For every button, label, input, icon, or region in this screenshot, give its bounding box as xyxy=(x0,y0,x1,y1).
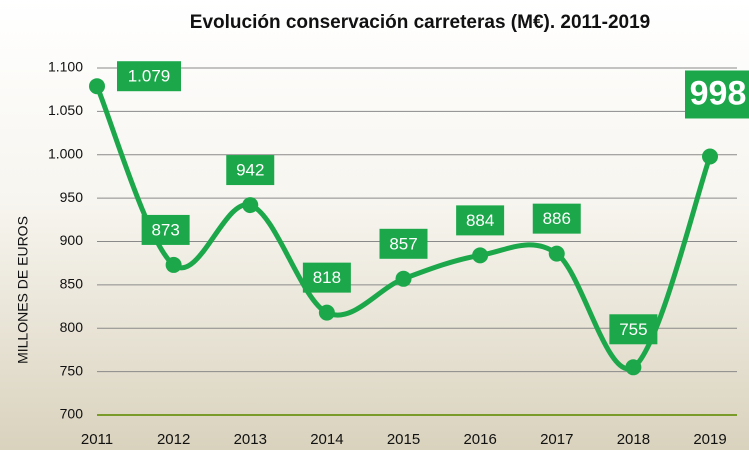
y-tick-label: 700 xyxy=(60,406,84,422)
chart: Evolución conservación carreteras (M€). … xyxy=(0,0,749,450)
data-point xyxy=(549,246,565,262)
x-tick-label: 2015 xyxy=(387,431,420,448)
data-point xyxy=(166,257,182,273)
data-label: 886 xyxy=(543,209,571,228)
data-point xyxy=(625,359,641,375)
x-tick-label: 2016 xyxy=(463,431,496,448)
y-tick-label: 850 xyxy=(60,276,84,292)
y-tick-label: 1.050 xyxy=(48,102,83,118)
data-label: 942 xyxy=(236,161,264,180)
data-label: 884 xyxy=(466,211,494,230)
data-label: 873 xyxy=(151,220,179,239)
data-label: 998 xyxy=(690,74,747,112)
y-tick-label: 1.100 xyxy=(48,59,83,75)
data-label: 755 xyxy=(619,320,647,339)
data-point xyxy=(89,78,105,94)
data-point xyxy=(396,271,412,287)
y-tick-label: 800 xyxy=(60,319,84,335)
chart-title: Evolución conservación carreteras (M€). … xyxy=(190,12,650,33)
x-tick-label: 2013 xyxy=(234,431,267,448)
x-tick-label: 2019 xyxy=(693,431,726,448)
data-point xyxy=(472,247,488,263)
y-tick-label: 750 xyxy=(60,362,84,378)
x-tick-label: 2018 xyxy=(617,431,650,448)
y-tick-label: 1.000 xyxy=(48,145,83,161)
x-tick-label: 2014 xyxy=(310,431,343,448)
data-label: 818 xyxy=(313,268,341,287)
data-label: 1.079 xyxy=(128,67,171,86)
y-tick-label: 950 xyxy=(60,189,84,205)
x-tick-label: 2017 xyxy=(540,431,573,448)
data-point xyxy=(319,305,335,321)
data-label: 857 xyxy=(389,234,417,253)
y-tick-label: 900 xyxy=(60,232,84,248)
y-axis-label: MILLONES DE EUROS xyxy=(15,216,31,364)
data-point xyxy=(702,148,718,164)
data-point xyxy=(242,197,258,213)
x-tick-label: 2011 xyxy=(81,431,113,448)
x-tick-label: 2012 xyxy=(157,431,190,448)
